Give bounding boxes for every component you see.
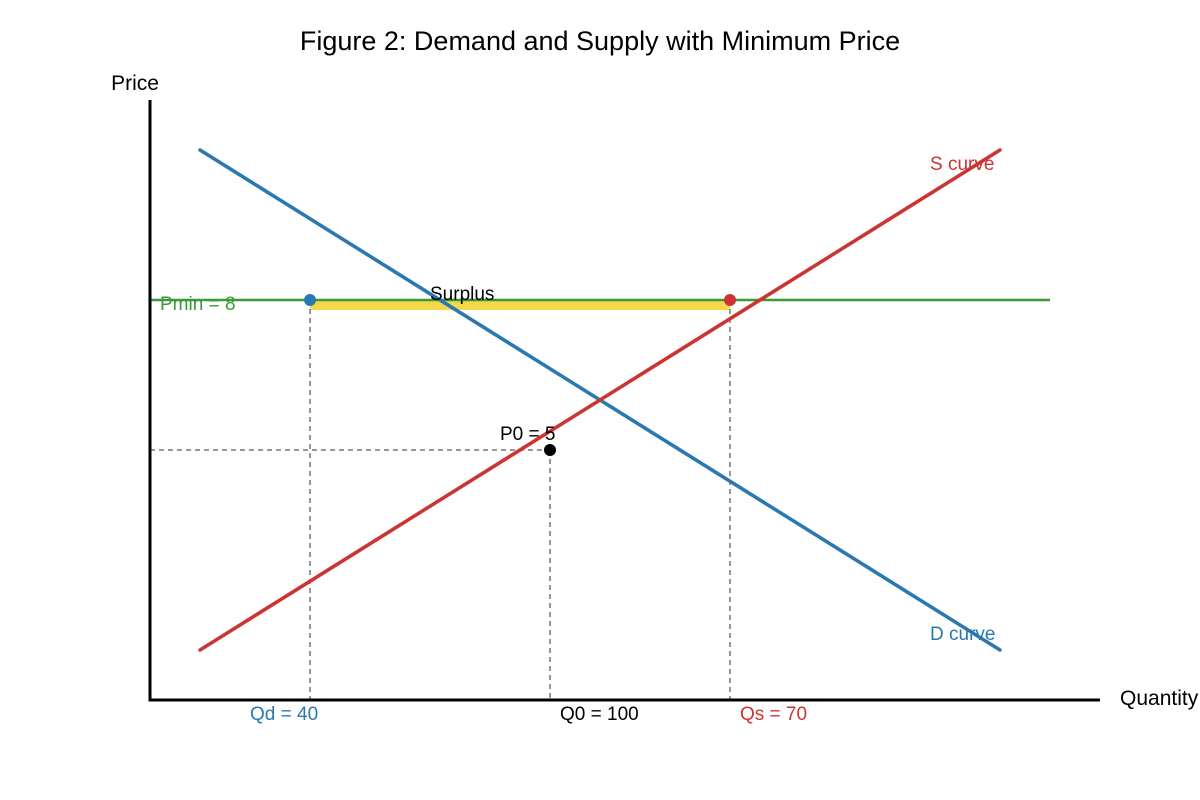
min-price-label: Pmin = 8 xyxy=(160,294,236,315)
x-axis-label: Quantity xyxy=(1120,687,1199,710)
plot-area: S curve D curve Pmin = 8 Surplus P0 = 5 Qd = … xyxy=(148,100,1100,725)
marker-point-2 xyxy=(544,444,556,456)
chart-title: Figure 2: Demand and Supply with Minimum… xyxy=(300,26,900,56)
y-axis-label: Price xyxy=(111,72,159,95)
x-annotation-0: Qd = 40 xyxy=(250,704,318,725)
supply-curve xyxy=(198,148,1002,652)
supply-curve-label: S curve xyxy=(930,154,994,175)
x-annotation-1: Q0 = 100 xyxy=(560,704,639,725)
surplus-band xyxy=(310,300,730,310)
marker-point-1 xyxy=(724,294,736,306)
equilibrium-price-label: P0 = 5 xyxy=(500,424,555,445)
demand-curve-label: D curve xyxy=(930,624,995,645)
marker-point-0 xyxy=(304,294,316,306)
surplus-label: Surplus xyxy=(430,284,494,305)
x-annotation-2: Qs = 70 xyxy=(740,704,807,725)
